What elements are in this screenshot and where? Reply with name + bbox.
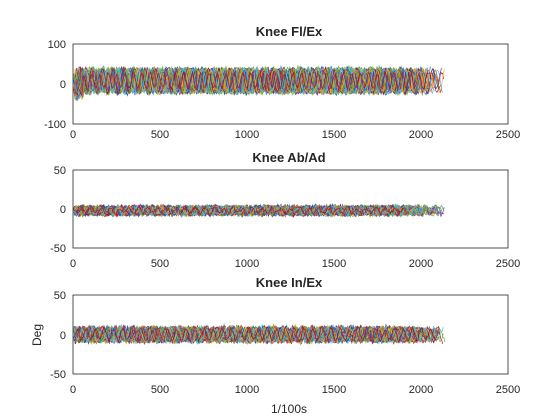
series-line (74, 68, 408, 98)
plot-frame (72, 43, 509, 125)
x-tick-label: 1000 (235, 384, 259, 396)
x-tick-label: 2000 (409, 129, 433, 141)
subplot-knee-fl-ex: Knee Fl/Ex 0 500 1000 1500 2000 2500 100… (44, 24, 520, 141)
y-axis: 50 0 -50 (50, 165, 66, 255)
series-traces (72, 203, 445, 219)
chart-title: Knee Ab/Ad (252, 150, 325, 165)
x-tick-label: 1500 (322, 129, 346, 141)
x-tick-label: 2000 (409, 384, 433, 396)
series-line (74, 205, 416, 217)
series-line (72, 325, 439, 344)
series-traces (72, 64, 445, 102)
series-line (75, 203, 428, 218)
y-tick-label: 0 (60, 79, 66, 91)
x-tick-label: 2500 (496, 384, 520, 396)
x-tick-label: 0 (70, 258, 76, 270)
subplot-knee-ab-ad: Knee Ab/Ad 0 500 1000 1500 2000 2500 50 … (50, 150, 520, 270)
series-line (75, 66, 444, 100)
x-tick-label: 1500 (322, 384, 346, 396)
plot-frame (72, 294, 509, 375)
y-tick-label: 0 (60, 204, 66, 216)
x-tick-label: 2000 (409, 258, 433, 270)
subplot-knee-in-ex: Knee In/Ex 0 500 1000 1500 2000 2500 50 … (30, 275, 520, 416)
x-tick-label: 0 (70, 129, 76, 141)
series-line (72, 205, 407, 216)
x-tick-label: 0 (70, 384, 76, 396)
series-line (76, 70, 429, 97)
y-axis-label: Deg (30, 324, 44, 346)
x-axis: 0 500 1000 1500 2000 2500 (70, 384, 520, 396)
x-tick-label: 500 (151, 129, 169, 141)
series-line (73, 325, 444, 344)
y-tick-label: 0 (60, 330, 66, 342)
y-tick-label: 50 (54, 290, 66, 302)
x-tick-label: 1500 (322, 258, 346, 270)
x-tick-label: 1000 (235, 129, 259, 141)
series-line (73, 66, 410, 96)
y-axis: 50 0 -50 (50, 290, 66, 381)
y-tick-label: -50 (50, 243, 66, 255)
y-tick-label: -50 (50, 369, 66, 381)
y-tick-label: -100 (44, 119, 66, 131)
x-axis: 0 500 1000 1500 2000 2500 (70, 258, 520, 270)
x-axis: 0 500 1000 1500 2000 2500 (70, 129, 520, 141)
x-tick-label: 2500 (496, 129, 520, 141)
chart-title: Knee In/Ex (256, 275, 323, 290)
plot-frame (72, 169, 509, 249)
x-axis-label: 1/100s (271, 402, 307, 416)
series-traces (72, 323, 446, 346)
y-tick-label: 100 (48, 39, 66, 51)
chart-title: Knee Fl/Ex (256, 24, 323, 39)
x-tick-label: 1000 (235, 258, 259, 270)
y-tick-label: 50 (54, 165, 66, 177)
x-tick-label: 500 (151, 384, 169, 396)
x-tick-label: 500 (151, 258, 169, 270)
y-axis: 100 0 -100 (44, 39, 66, 131)
x-tick-label: 2500 (496, 258, 520, 270)
series-line (74, 325, 444, 344)
